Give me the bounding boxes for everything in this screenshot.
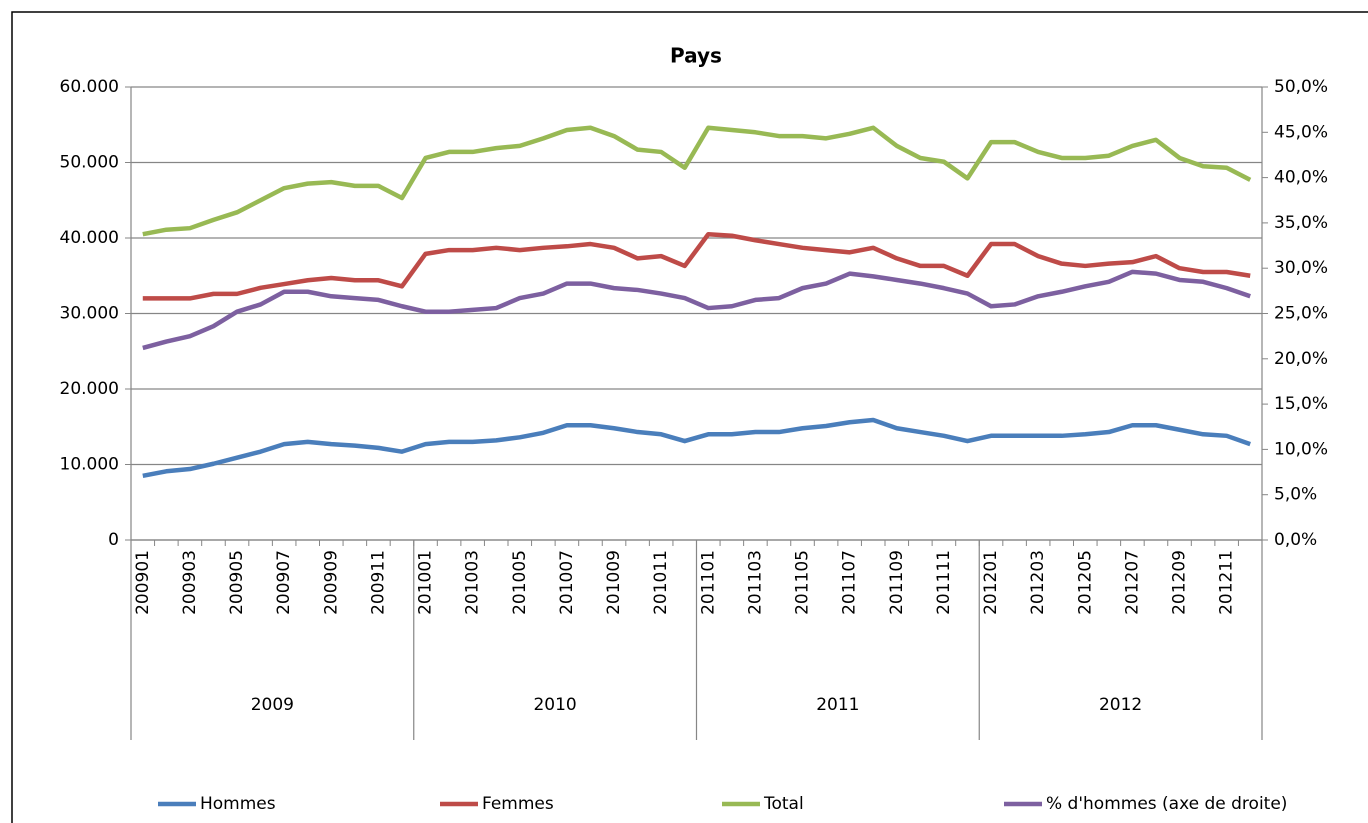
y2-tick-label: 25,0% [1274,304,1328,324]
x-tick-label: 201205 [1075,550,1095,615]
chart-border [11,11,1368,823]
x-tick-label: 200901 [133,550,153,615]
x-tick-label: 200907 [274,550,294,615]
y2-tick-label: 50,0% [1274,77,1328,97]
legend-label: % d'hommes (axe de droite) [1046,794,1287,814]
y2-tick-label: 35,0% [1274,213,1328,233]
y2-tick-label: 0,0% [1274,530,1317,550]
y-tick-label: 10.000 [60,455,119,475]
y2-tick-label: 15,0% [1274,394,1328,414]
y-tick-label: 60.000 [60,77,119,97]
y-tick-label: 20.000 [60,379,119,399]
x-tick-label: 200903 [180,550,200,615]
y2-tick-label: 10,0% [1274,439,1328,459]
x-tick-label: 200909 [321,550,341,615]
y2-tick-label: 20,0% [1274,349,1328,369]
x-tick-label: 201101 [698,550,718,615]
y-tick-label: 0 [108,530,119,550]
x-tick-label: 201111 [934,550,954,615]
legend-label: Total [763,794,804,814]
y2-tick-label: 45,0% [1274,122,1328,142]
group-label: 2011 [816,695,859,715]
group-label: 2009 [251,695,294,715]
x-tick-label: 201007 [557,550,577,615]
group-label: 2012 [1099,695,1142,715]
x-tick-label: 200905 [227,550,247,615]
x-tick-label: 201207 [1122,550,1142,615]
x-tick-label: 201001 [416,550,436,615]
series-line [142,231,1251,301]
y2-tick-label: 40,0% [1274,168,1328,188]
x-tick-label: 201109 [887,550,907,615]
series-line [142,125,1252,237]
y-tick-label: 50.000 [60,153,119,173]
x-tick-label: 201103 [745,550,765,615]
legend-label: Hommes [200,794,276,814]
x-tick-label: 201107 [840,550,860,615]
x-tick-label: 201011 [651,550,671,615]
x-tick-label: 201209 [1170,550,1190,615]
x-tick-label: 201203 [1028,550,1048,615]
x-tick-label: 200911 [368,550,388,615]
series-line [142,417,1251,479]
x-tick-label: 201009 [604,550,624,615]
x-tick-label: 201211 [1217,550,1237,615]
x-tick-label: 201105 [793,550,813,615]
x-tick-label: 201201 [981,550,1001,615]
x-tick-label: 201005 [510,550,530,615]
chart-title: Pays [670,44,722,68]
group-label: 2010 [533,695,576,715]
legend-label: Femmes [482,794,554,814]
y-tick-label: 40.000 [60,228,119,248]
y2-tick-label: 30,0% [1274,258,1328,278]
series-line [142,269,1251,351]
x-tick-label: 201003 [463,550,483,615]
y-tick-label: 30.000 [60,304,119,324]
y2-tick-label: 5,0% [1274,485,1317,505]
